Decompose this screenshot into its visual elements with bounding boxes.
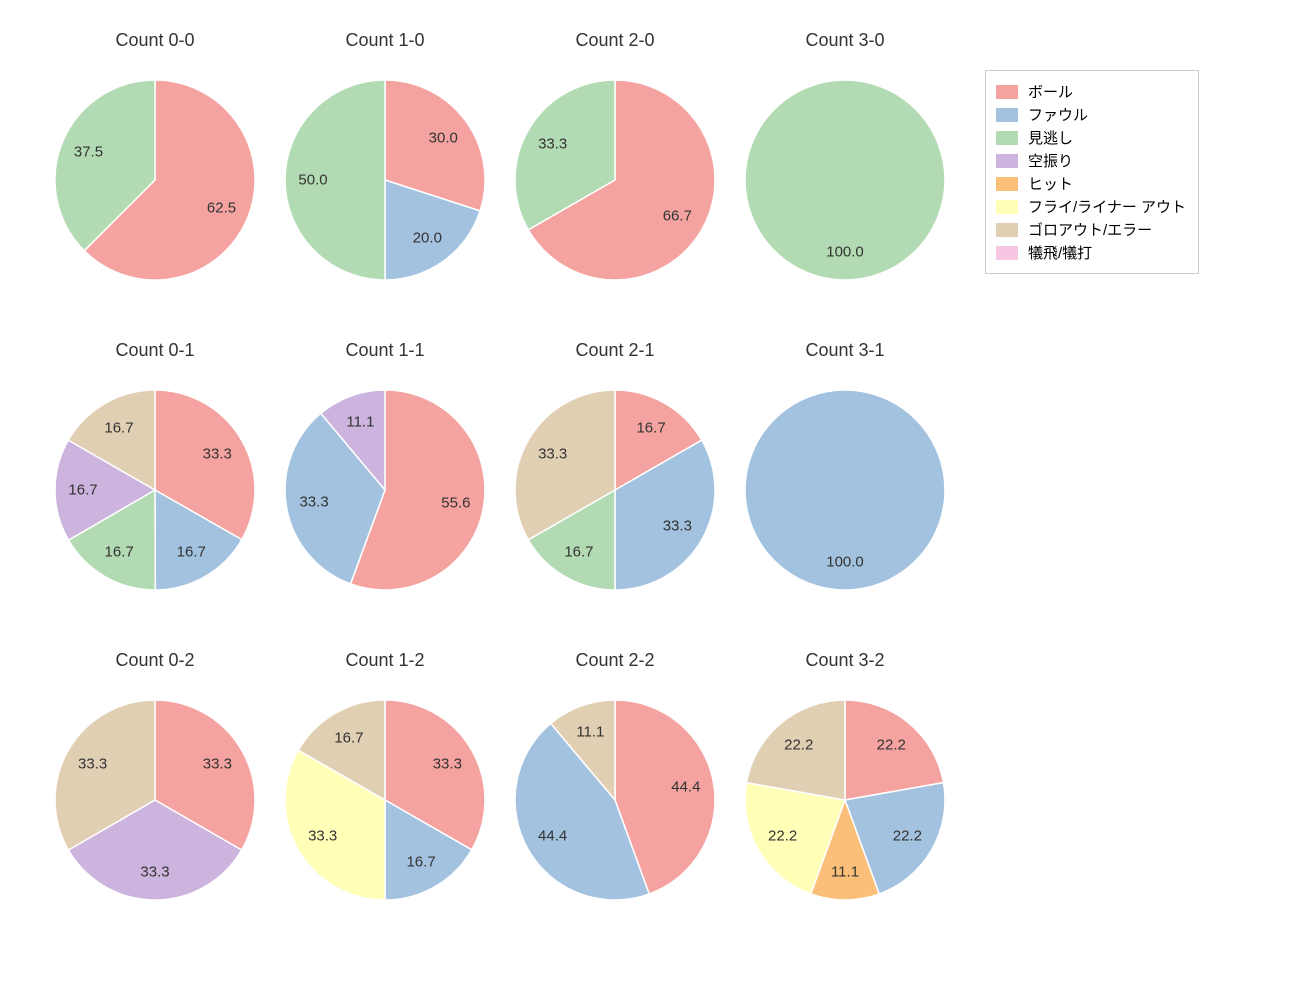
slice-label: 11.1 — [346, 414, 374, 431]
legend-item: フライ/ライナー アウト — [996, 196, 1186, 217]
chart-title: Count 0-1 — [55, 340, 255, 361]
slice-label: 62.5 — [207, 199, 236, 216]
legend-item: ヒット — [996, 173, 1186, 194]
slice-label: 16.7 — [105, 544, 134, 561]
legend-swatch — [996, 154, 1018, 168]
legend-item: ゴロアウト/エラー — [996, 219, 1186, 240]
slice-label: 33.3 — [308, 828, 337, 845]
slice-label: 16.7 — [104, 419, 133, 436]
legend-item: ファウル — [996, 104, 1186, 125]
slice-label: 55.6 — [441, 494, 470, 511]
legend-item: ボール — [996, 81, 1186, 102]
slice-label: 33.3 — [663, 518, 692, 535]
slice-label: 33.3 — [140, 864, 169, 881]
slice-label: 11.1 — [576, 724, 604, 741]
legend-label: 犠飛/犠打 — [1028, 242, 1092, 263]
legend-swatch — [996, 85, 1018, 99]
slice-label: 33.3 — [433, 755, 462, 772]
legend-label: ファウル — [1028, 104, 1088, 125]
legend-label: フライ/ライナー アウト — [1028, 196, 1186, 217]
slice-label: 30.0 — [429, 129, 458, 146]
chart-title: Count 1-2 — [285, 650, 485, 671]
legend-label: 見逃し — [1028, 127, 1073, 148]
legend-label: ボール — [1028, 81, 1073, 102]
slice-label: 100.0 — [826, 554, 864, 571]
slice-label: 66.7 — [663, 208, 692, 225]
chart-title: Count 2-1 — [515, 340, 715, 361]
legend: ボールファウル見逃し空振りヒットフライ/ライナー アウトゴロアウト/エラー犠飛/… — [985, 70, 1199, 274]
chart-title: Count 2-0 — [515, 30, 715, 51]
chart-title: Count 2-2 — [515, 650, 715, 671]
chart-title: Count 3-1 — [745, 340, 945, 361]
slice-label: 44.4 — [538, 828, 567, 845]
chart-title: Count 1-1 — [285, 340, 485, 361]
pie-chart — [513, 388, 717, 592]
chart-title: Count 3-0 — [745, 30, 945, 51]
legend-item: 空振り — [996, 150, 1186, 171]
legend-swatch — [996, 246, 1018, 260]
legend-swatch — [996, 200, 1018, 214]
slice-label: 44.4 — [671, 779, 700, 796]
legend-swatch — [996, 108, 1018, 122]
pie-chart — [283, 698, 487, 902]
legend-label: 空振り — [1028, 150, 1073, 171]
slice-label: 33.3 — [538, 135, 567, 152]
slice-label: 16.7 — [564, 544, 593, 561]
slice-label: 16.7 — [636, 419, 665, 436]
slice-label: 22.2 — [893, 828, 922, 845]
chart-title: Count 0-0 — [55, 30, 255, 51]
slice-label: 33.3 — [299, 494, 328, 511]
slice-label: 33.3 — [538, 445, 567, 462]
chart-title: Count 3-2 — [745, 650, 945, 671]
slice-label: 33.3 — [203, 756, 232, 773]
slice-label: 22.2 — [784, 736, 813, 753]
slice-label: 11.1 — [831, 864, 859, 881]
legend-item: 見逃し — [996, 127, 1186, 148]
slice-label: 33.3 — [203, 445, 232, 462]
slice-label: 20.0 — [413, 230, 442, 247]
pie-chart — [283, 388, 487, 592]
slice-label: 16.7 — [406, 854, 435, 871]
slice-label: 22.2 — [877, 736, 906, 753]
legend-swatch — [996, 223, 1018, 237]
chart-title: Count 0-2 — [55, 650, 255, 671]
slice-label: 16.7 — [177, 544, 206, 561]
legend-swatch — [996, 177, 1018, 191]
legend-label: ヒット — [1028, 173, 1073, 194]
pie-chart — [513, 698, 717, 902]
legend-item: 犠飛/犠打 — [996, 242, 1186, 263]
slice-label: 16.7 — [68, 482, 97, 499]
slice-label: 50.0 — [298, 172, 327, 189]
legend-label: ゴロアウト/エラー — [1028, 219, 1152, 240]
slice-label: 37.5 — [74, 144, 103, 161]
legend-swatch — [996, 131, 1018, 145]
pie-chart — [53, 78, 257, 282]
pie-chart — [513, 78, 717, 282]
slice-label: 16.7 — [334, 729, 363, 746]
slice-label: 22.2 — [768, 828, 797, 845]
chart-title: Count 1-0 — [285, 30, 485, 51]
slice-label: 100.0 — [826, 244, 864, 261]
slice-label: 33.3 — [78, 756, 107, 773]
